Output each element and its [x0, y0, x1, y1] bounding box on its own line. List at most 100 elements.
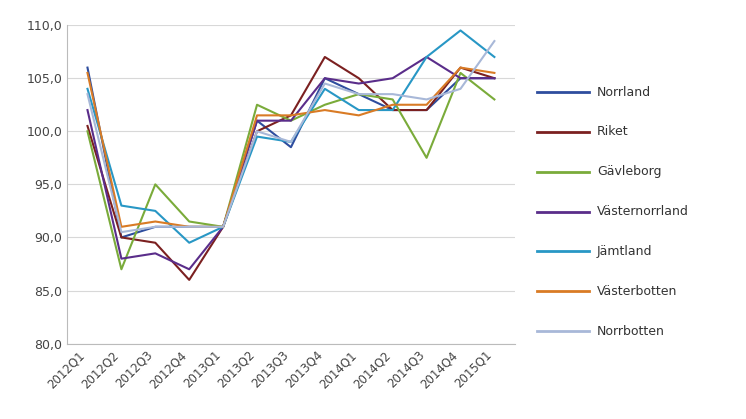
- Line: Norrland: Norrland: [87, 67, 495, 238]
- Line: Västerbotten: Västerbotten: [87, 67, 495, 227]
- Norrbotten: [117, 230, 126, 235]
- Norrland: [219, 224, 228, 229]
- Västerbotten: [286, 113, 295, 118]
- Västerbotten: [320, 108, 329, 113]
- Jämtland: [117, 203, 126, 208]
- Riket: [388, 108, 397, 113]
- Riket: [219, 224, 228, 229]
- Text: Riket: Riket: [597, 125, 628, 139]
- Jämtland: [83, 86, 92, 91]
- Norrbotten: [83, 92, 92, 97]
- Västerbotten: [388, 102, 397, 107]
- Riket: [354, 76, 363, 81]
- Norrland: [151, 224, 160, 229]
- Jämtland: [490, 54, 499, 59]
- Västerbotten: [253, 113, 262, 118]
- Riket: [490, 76, 499, 81]
- Line: Gävleborg: Gävleborg: [87, 73, 495, 269]
- Line: Jämtland: Jämtland: [87, 31, 495, 243]
- Norrland: [456, 76, 465, 81]
- Västernorrland: [253, 118, 262, 123]
- Västernorrland: [151, 251, 160, 256]
- Text: Norrland: Norrland: [597, 85, 651, 99]
- Riket: [422, 108, 431, 113]
- Text: Västernorrland: Västernorrland: [597, 205, 689, 218]
- Gävleborg: [286, 118, 295, 123]
- Norrland: [388, 108, 397, 113]
- Norrbotten: [490, 39, 499, 44]
- Västerbotten: [354, 113, 363, 118]
- Line: Västernorrland: Västernorrland: [87, 57, 495, 269]
- Gävleborg: [151, 182, 160, 187]
- Norrland: [185, 224, 194, 229]
- Norrland: [320, 76, 329, 81]
- Västernorrland: [456, 76, 465, 81]
- Jämtland: [354, 108, 363, 113]
- Västerbotten: [490, 70, 499, 75]
- Riket: [83, 124, 92, 129]
- Norrbotten: [286, 140, 295, 145]
- Riket: [117, 235, 126, 240]
- Jämtland: [320, 86, 329, 91]
- Gävleborg: [117, 267, 126, 272]
- Norrbotten: [253, 129, 262, 134]
- Riket: [151, 240, 160, 245]
- Norrland: [490, 76, 499, 81]
- Gävleborg: [83, 129, 92, 134]
- Västernorrland: [286, 118, 295, 123]
- Norrland: [253, 118, 262, 123]
- Norrbotten: [185, 224, 194, 229]
- Västernorrland: [83, 108, 92, 113]
- Jämtland: [185, 240, 194, 245]
- Jämtland: [151, 208, 160, 213]
- Västernorrland: [490, 76, 499, 81]
- Line: Norrbotten: Norrbotten: [87, 41, 495, 232]
- Norrland: [354, 92, 363, 97]
- Riket: [456, 65, 465, 70]
- Riket: [253, 129, 262, 134]
- Västernorrland: [422, 54, 431, 59]
- Norrland: [286, 145, 295, 150]
- Norrbotten: [388, 92, 397, 97]
- Riket: [286, 113, 295, 118]
- Norrbotten: [354, 92, 363, 97]
- Jämtland: [388, 108, 397, 113]
- Text: Gävleborg: Gävleborg: [597, 165, 661, 178]
- Gävleborg: [219, 224, 228, 229]
- Norrland: [117, 235, 126, 240]
- Gävleborg: [490, 97, 499, 102]
- Västerbotten: [185, 224, 194, 229]
- Norrbotten: [219, 224, 228, 229]
- Jämtland: [422, 54, 431, 59]
- Line: Riket: Riket: [87, 57, 495, 280]
- Västerbotten: [151, 219, 160, 224]
- Västerbotten: [219, 224, 228, 229]
- Text: Jämtland: Jämtland: [597, 245, 652, 258]
- Jämtland: [253, 134, 262, 139]
- Text: Norrbotten: Norrbotten: [597, 324, 665, 338]
- Norrbotten: [422, 97, 431, 102]
- Norrbotten: [456, 86, 465, 91]
- Text: Västerbotten: Västerbotten: [597, 285, 677, 298]
- Jämtland: [286, 140, 295, 145]
- Gävleborg: [456, 70, 465, 75]
- Västernorrland: [320, 76, 329, 81]
- Jämtland: [456, 28, 465, 33]
- Gävleborg: [354, 92, 363, 97]
- Norrbotten: [320, 81, 329, 86]
- Gävleborg: [422, 155, 431, 160]
- Västerbotten: [117, 224, 126, 229]
- Norrland: [422, 108, 431, 113]
- Gävleborg: [253, 102, 262, 107]
- Riket: [185, 277, 194, 282]
- Västerbotten: [456, 65, 465, 70]
- Gävleborg: [320, 102, 329, 107]
- Västernorrland: [185, 267, 194, 272]
- Norrbotten: [151, 224, 160, 229]
- Riket: [320, 54, 329, 59]
- Jämtland: [219, 224, 228, 229]
- Västernorrland: [354, 81, 363, 86]
- Gävleborg: [388, 97, 397, 102]
- Västerbotten: [422, 102, 431, 107]
- Västernorrland: [117, 256, 126, 261]
